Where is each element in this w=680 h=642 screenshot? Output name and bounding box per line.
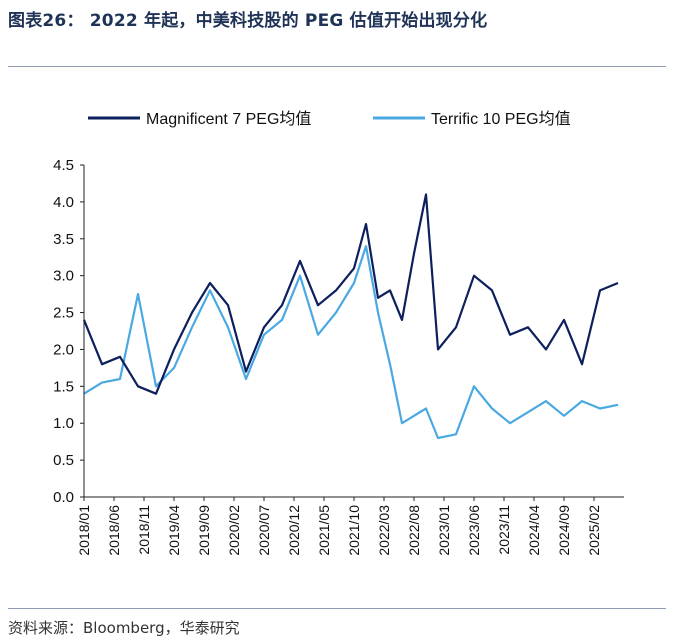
y-tick-label: 3.5 — [53, 231, 74, 248]
x-tick-label: 2018/06 — [106, 505, 122, 556]
x-tick-label: 2023/11 — [496, 505, 512, 555]
x-axis-ticks: 2018/01 2018/06 2018/11 2019/04 2019/09 2020/… — [76, 497, 602, 556]
series-lines — [82, 193, 619, 440]
x-tick-label: 2022/03 — [376, 505, 392, 556]
x-tick-label: 2025/02 — [586, 505, 602, 556]
figure-source: 资料来源：Bloomberg，华泰研究 — [8, 619, 240, 637]
x-tick-label: 2020/07 — [256, 505, 272, 556]
x-tick-label: 2022/08 — [406, 505, 422, 556]
figure-title: 图表26： 2022 年起，中美科技股的 PEG 估值开始出现分化 — [8, 11, 488, 31]
peg-line-chart: Magnificent 7 PEG均值 Terrific 10 PEG均值 0.… — [53, 110, 624, 556]
y-tick-label: 1.0 — [53, 415, 74, 432]
x-tick-label: 2020/12 — [286, 505, 302, 556]
x-tick-label: 2018/11 — [136, 505, 152, 555]
y-tick-label: 0.5 — [53, 452, 74, 469]
y-tick-label: 1.5 — [53, 378, 74, 395]
x-tick-label: 2021/05 — [316, 505, 332, 556]
x-tick-label: 2019/04 — [166, 505, 182, 556]
y-tick-label: 2.5 — [53, 305, 74, 322]
x-tick-label: 2024/04 — [526, 505, 542, 556]
x-tick-label: 2023/06 — [466, 505, 482, 556]
y-tick-label: 4.0 — [53, 194, 74, 211]
series-line-mag7 — [82, 193, 619, 395]
series-line-terrific10 — [83, 245, 619, 440]
x-tick-label: 2021/10 — [346, 505, 362, 556]
x-tick-label: 2019/09 — [196, 505, 212, 556]
source-rule — [8, 608, 666, 609]
y-tick-label: 0.0 — [53, 489, 74, 506]
y-tick-label: 4.5 — [53, 157, 74, 174]
y-tick-label: 2.0 — [53, 341, 74, 358]
legend-label-terrific10: Terrific 10 PEG均值 — [431, 110, 571, 128]
chart-legend: Magnificent 7 PEG均值 Terrific 10 PEG均值 — [88, 110, 571, 128]
title-rule — [8, 66, 666, 67]
x-tick-label: 2020/02 — [226, 505, 242, 556]
y-tick-label: 3.0 — [53, 268, 74, 285]
x-tick-label: 2018/01 — [76, 505, 92, 556]
y-axis-ticks: 0.0 0.5 1.0 1.5 2.0 2.5 3.0 3.5 4.0 4.5 — [53, 157, 84, 506]
x-tick-label: 2023/01 — [436, 505, 452, 556]
legend-label-mag7: Magnificent 7 PEG均值 — [146, 110, 311, 128]
x-tick-label: 2024/09 — [556, 505, 572, 556]
